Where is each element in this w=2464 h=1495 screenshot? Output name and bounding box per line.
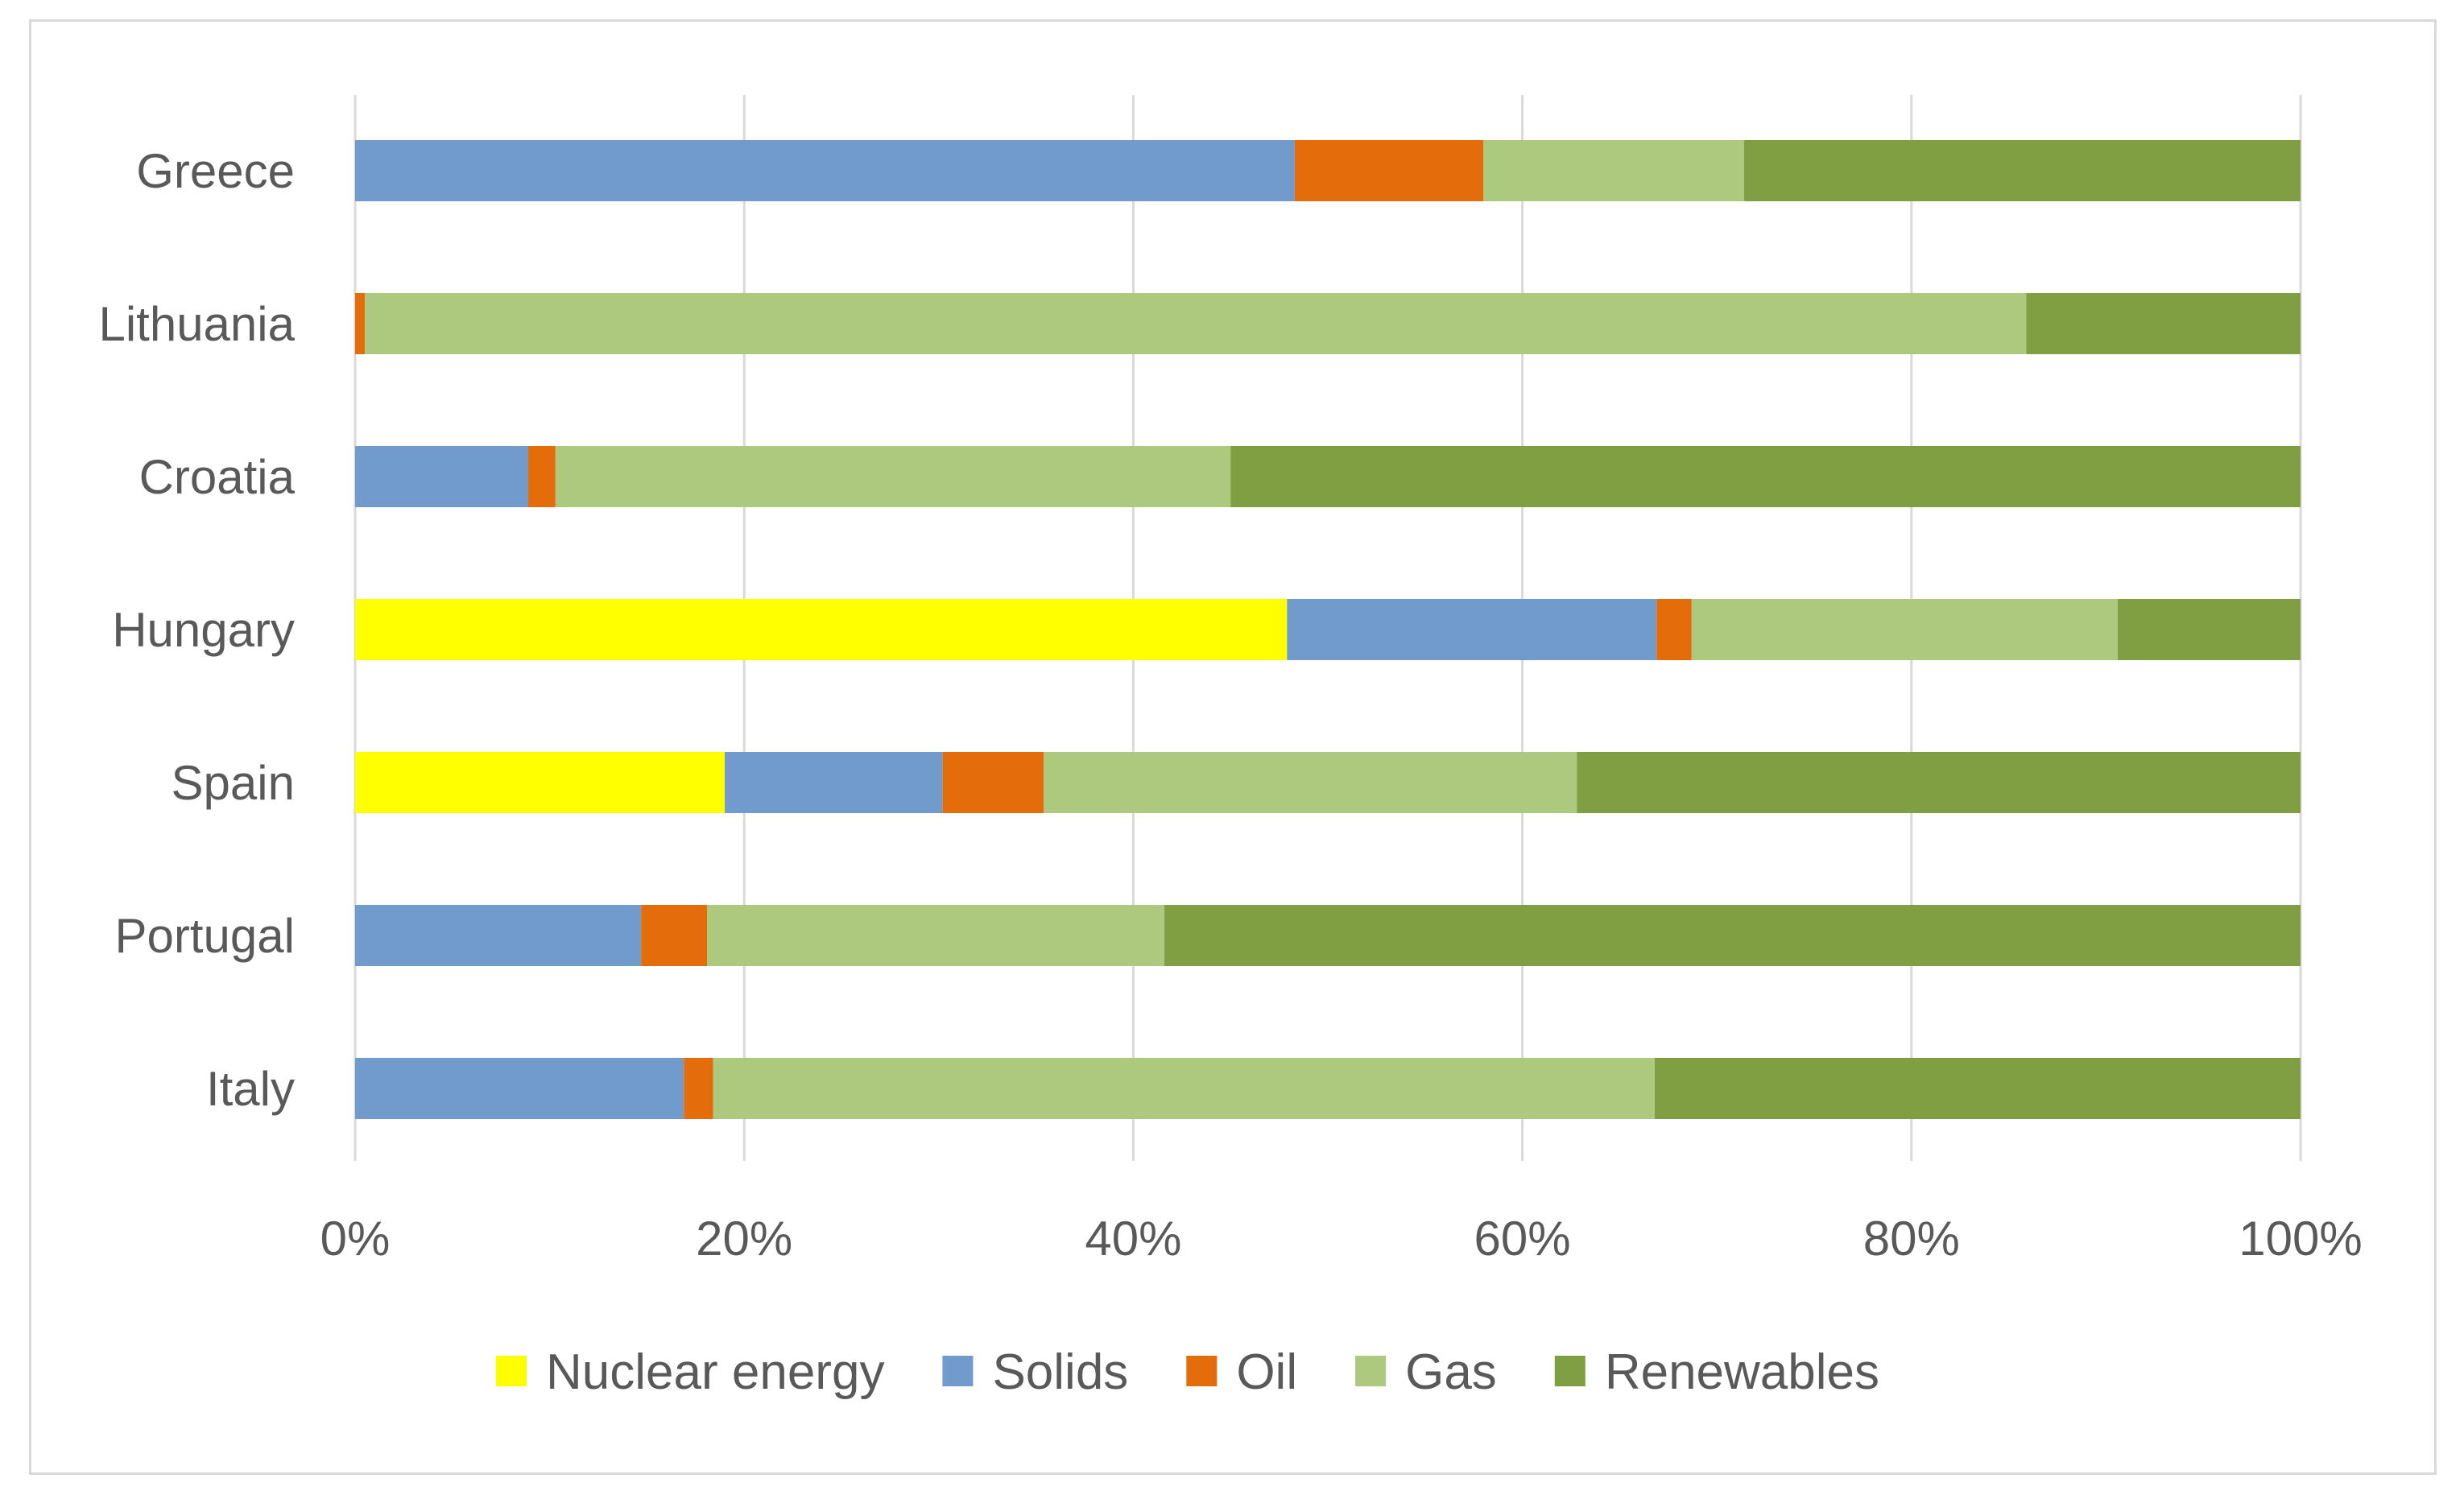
bar-spain-oil xyxy=(942,752,1044,813)
bar-portugal-solids xyxy=(355,905,642,966)
category-label-italy: Italy xyxy=(206,1062,295,1116)
x-tick-label-100: 100% xyxy=(2239,1212,2362,1266)
bar-hungary-oil xyxy=(1656,599,1692,660)
legend-item-nuclear-energy: Nuclear energy xyxy=(496,1344,884,1400)
bar-lithuania-oil xyxy=(355,293,366,354)
category-labels: Greece Lithuania Croatia Hungary Spain Portug… xyxy=(98,144,295,1116)
bar-italy-renewables xyxy=(1654,1058,2301,1119)
bar-hungary-solids xyxy=(1287,599,1657,660)
legend-item-renewables: Renewables xyxy=(1554,1344,1879,1400)
category-label-portugal: Portugal xyxy=(115,909,295,963)
bar-greece-oil xyxy=(1294,140,1484,201)
x-tick-label-80: 80% xyxy=(1863,1212,1960,1266)
x-tick-label-0: 0% xyxy=(320,1212,391,1266)
legend-label-gas: Gas xyxy=(1405,1344,1497,1400)
legend-item-oil: Oil xyxy=(1186,1344,1297,1400)
x-tick-label-60: 60% xyxy=(1474,1212,1571,1266)
category-label-lithuania: Lithuania xyxy=(98,297,295,351)
bar-hungary-nuclear-energy xyxy=(355,599,1288,660)
bar-spain-renewables xyxy=(1577,752,2301,813)
bar-lithuania-gas xyxy=(365,293,2027,354)
bar-croatia-renewables xyxy=(1230,446,2301,507)
chart-frame xyxy=(29,19,2437,1475)
legend: Nuclear energy Solids Oil Gas Renewables xyxy=(496,1344,1879,1400)
bar-hungary-gas xyxy=(1691,599,2118,660)
x-axis-tick-labels: 0% 20% 40% 60% 80% 100% xyxy=(320,1212,2363,1266)
bars xyxy=(355,140,2301,1119)
legend-swatch-renewables xyxy=(1554,1356,1585,1386)
bar-italy-gas xyxy=(713,1058,1655,1119)
legend-swatch-solids xyxy=(942,1356,974,1386)
bar-greece-renewables xyxy=(1744,140,2301,201)
legend-item-solids: Solids xyxy=(942,1344,1128,1400)
bar-italy-solids xyxy=(355,1058,684,1119)
bar-hungary-renewables xyxy=(2117,599,2301,660)
x-tick-label-20: 20% xyxy=(696,1212,792,1266)
bar-spain-gas xyxy=(1044,752,1577,813)
legend-swatch-gas xyxy=(1355,1356,1387,1386)
bar-croatia-oil xyxy=(528,446,556,507)
bar-spain-nuclear-energy xyxy=(355,752,726,813)
legend-label-renewables: Renewables xyxy=(1605,1344,1879,1400)
legend-label-solids: Solids xyxy=(992,1344,1128,1400)
legend-label-nuclear-energy: Nuclear energy xyxy=(546,1344,884,1400)
legend-item-gas: Gas xyxy=(1355,1344,1497,1400)
bar-greece-solids xyxy=(355,140,1295,201)
bar-portugal-renewables xyxy=(1164,905,2301,966)
x-tick-label-40: 40% xyxy=(1085,1212,1181,1266)
bar-lithuania-renewables xyxy=(2026,293,2301,354)
bar-portugal-gas xyxy=(707,905,1165,966)
bar-croatia-solids xyxy=(355,446,529,507)
bar-croatia-gas xyxy=(555,446,1231,507)
bar-italy-oil xyxy=(684,1058,713,1119)
bar-portugal-oil xyxy=(641,905,708,966)
legend-swatch-nuclear-energy xyxy=(496,1356,527,1386)
legend-swatch-oil xyxy=(1186,1356,1218,1386)
category-label-spain: Spain xyxy=(172,756,295,810)
category-label-greece: Greece xyxy=(136,144,295,198)
legend-label-oil: Oil xyxy=(1236,1344,1297,1400)
bar-greece-gas xyxy=(1483,140,1745,201)
bar-spain-solids xyxy=(725,752,943,813)
category-label-croatia: Croatia xyxy=(139,450,296,504)
category-label-hungary: Hungary xyxy=(112,603,295,657)
